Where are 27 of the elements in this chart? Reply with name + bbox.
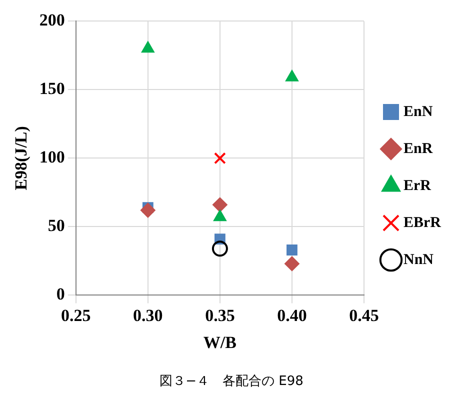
y-axis-title: E98(J/L) bbox=[12, 126, 31, 190]
point bbox=[214, 152, 226, 164]
x-tick-label: 0.40 bbox=[277, 306, 307, 325]
legend-label: EBrR bbox=[404, 214, 442, 231]
point bbox=[213, 210, 227, 222]
point bbox=[141, 41, 154, 53]
point bbox=[285, 70, 299, 82]
point bbox=[284, 256, 300, 272]
point bbox=[286, 244, 298, 256]
point bbox=[212, 197, 228, 212]
point bbox=[140, 202, 156, 218]
y-tick-label: 150 bbox=[39, 79, 65, 98]
caption: 図３−４ 各配合の E98 bbox=[158, 373, 304, 390]
legend-label: ErR bbox=[404, 178, 432, 194]
point bbox=[212, 240, 228, 257]
y-tick-label: 200 bbox=[39, 10, 65, 30]
y-tick-label: 100 bbox=[39, 148, 65, 167]
x-tick-label: 0.25 bbox=[61, 306, 91, 325]
x-tick-label: 0.35 bbox=[205, 306, 235, 325]
legend-label: NnN bbox=[404, 252, 434, 268]
x-tick-label: 0.30 bbox=[133, 306, 163, 325]
x-tick-label: 0.45 bbox=[349, 306, 379, 325]
y-tick-label: 50 bbox=[48, 216, 65, 236]
y-tick-label: 0 bbox=[56, 284, 65, 304]
legend-label: EnN bbox=[404, 104, 433, 120]
x-axis-title: W/B bbox=[203, 333, 236, 352]
legend-label: EnR bbox=[404, 140, 433, 157]
